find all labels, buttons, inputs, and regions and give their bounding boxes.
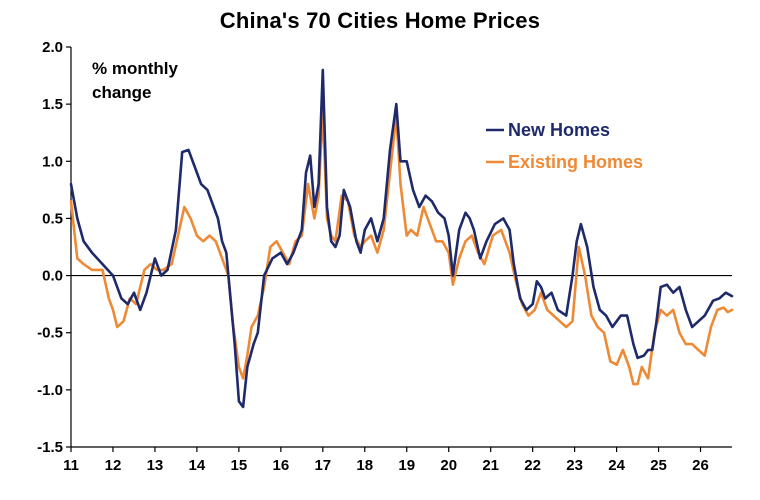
x-tick-label: 14 (189, 457, 206, 474)
x-tick-label: 16 (272, 457, 289, 474)
y-tick-label: 2.0 (42, 39, 63, 56)
x-tick-label: 11 (63, 457, 79, 474)
series-lines (69, 68, 734, 409)
x-tick-label: 21 (482, 457, 499, 474)
y-tick-label: 0.5 (42, 210, 63, 227)
y-tick-label: -1.0 (37, 382, 63, 399)
x-tick-label: 20 (440, 457, 457, 474)
y-tick-label: 0.0 (42, 268, 63, 285)
x-tick-label: 25 (650, 457, 667, 474)
annotation-line-2: change (92, 83, 152, 102)
x-tick-label: 26 (692, 457, 709, 474)
chart-title: China's 70 Cities Home Prices (219, 8, 541, 33)
x-tick-label: 18 (356, 457, 373, 474)
legend-label-existing-homes: Existing Homes (508, 152, 643, 172)
x-tick-label: 24 (608, 457, 625, 474)
x-tick-label: 13 (147, 457, 164, 474)
legend: New Homes Existing Homes (486, 120, 643, 172)
series-line-new-homes (69, 68, 734, 409)
x-tick-label: 23 (566, 457, 583, 474)
chart-ticks: -1.5 -1.0 -0.5 0.0 0.5 1.0 1.5 2.0 11 12 13 14 15 16 1… (37, 39, 709, 474)
y-tick-label: -0.5 (37, 325, 63, 342)
x-tick-label: 12 (105, 457, 122, 474)
chart-axes (70, 47, 732, 448)
x-tick-label: 15 (231, 457, 248, 474)
annotation-line-1: % monthly (92, 59, 178, 78)
x-tick-label: 17 (314, 457, 331, 474)
x-tick-label: 22 (524, 457, 541, 474)
legend-label-new-homes: New Homes (508, 120, 610, 140)
x-tick-label: 19 (398, 457, 415, 474)
y-tick-label: 1.0 (42, 153, 63, 170)
y-tick-label: 1.5 (42, 96, 63, 113)
y-tick-label: -1.5 (37, 439, 63, 456)
